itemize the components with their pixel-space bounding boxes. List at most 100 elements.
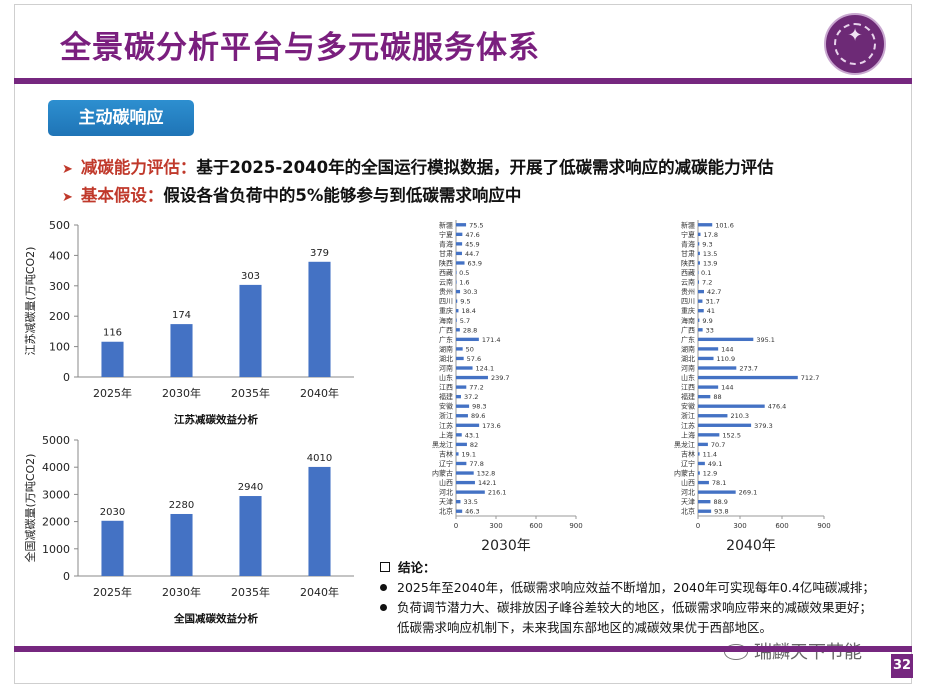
data-label: 17.8 (703, 231, 717, 239)
x-tick-label: 300 (733, 522, 746, 530)
province-label: 四川 (681, 298, 695, 306)
bar (698, 366, 737, 370)
province-label: 安徽 (681, 402, 695, 411)
bar (456, 385, 467, 389)
province-label: 四川 (439, 298, 453, 306)
province-label: 福建 (681, 392, 695, 401)
bar (698, 509, 712, 513)
x-tick-label: 900 (817, 522, 830, 530)
bar (170, 513, 193, 576)
bullet-key: 减碳能力评估： (80, 158, 197, 177)
slide-title: 全景碳分析平台与多元碳服务体系 (60, 30, 540, 66)
province-label: 新疆 (681, 220, 695, 229)
province-label: 宁夏 (439, 230, 453, 239)
data-label: 9.5 (460, 298, 470, 306)
data-label: 9.3 (702, 240, 712, 248)
checkbox-bullet-icon (380, 562, 390, 572)
y-axis-label: 江苏减碳量(万吨CO2) (23, 247, 37, 356)
province-label: 山东 (439, 373, 453, 382)
province-label: 湖北 (439, 354, 453, 363)
chart-title: 2040年 (726, 538, 776, 554)
bar (698, 452, 700, 456)
y-tick-label: 400 (49, 249, 70, 262)
bar (456, 452, 459, 456)
province-label: 甘肃 (439, 249, 453, 258)
x-tick-label: 900 (569, 522, 582, 530)
bar (456, 251, 462, 256)
bar (698, 356, 714, 361)
data-label: 77.8 (469, 460, 483, 468)
bar (456, 500, 461, 504)
y-tick-label: 0 (63, 371, 70, 384)
bar (698, 242, 700, 246)
data-label: 1.6 (459, 279, 469, 287)
bar (456, 337, 479, 342)
bar (698, 280, 700, 284)
data-label: 41 (707, 307, 715, 315)
data-label: 12.9 (703, 470, 717, 478)
seal-emblem-icon: ✦ (847, 25, 863, 46)
province-label: 新疆 (439, 220, 453, 229)
province-label: 上海 (681, 430, 695, 439)
y-tick-label: 200 (49, 310, 70, 323)
data-label: 152.5 (722, 431, 741, 439)
bar (456, 471, 474, 475)
conclusion-item-text: 负荷调节潜力大、碳排放因子峰谷差较大的地区，低碳需求响应带来的减碳效果更好； (397, 600, 873, 615)
bar (456, 309, 459, 313)
province-label: 西藏 (439, 268, 453, 277)
x-tick-label: 600 (775, 522, 788, 530)
bullet-capability-assessment: ➤ 减碳能力评估：基于2025-2040年的全国运行模拟数据，开展了低碳需求响应的… (62, 154, 774, 178)
province-label: 山西 (681, 478, 695, 487)
province-label: 陕西 (439, 258, 453, 267)
data-label: 379 (310, 248, 329, 259)
province-label: 吉林 (439, 449, 453, 458)
bar (101, 520, 124, 576)
bar (456, 261, 465, 265)
y-tick-label: 100 (49, 341, 70, 354)
chart-title: 全国减碳效益分析 (173, 612, 258, 625)
province-label: 重庆 (681, 306, 695, 315)
bar (456, 509, 463, 513)
bar (698, 309, 704, 313)
arrow-bullet-icon: ➤ (62, 162, 73, 177)
conclusion-item: 负荷调节潜力大、碳排放因子峰谷差较大的地区，低碳需求响应带来的减碳效果更好； (380, 598, 872, 618)
x-tick-label: 2030年 (162, 585, 201, 599)
data-label: 88 (713, 393, 721, 401)
province-label: 广东 (439, 335, 453, 344)
data-label: 395.1 (756, 336, 775, 344)
bar (698, 337, 754, 342)
data-label: 5.7 (460, 317, 470, 325)
bar (698, 270, 699, 275)
conclusion-heading: 结论： (398, 560, 436, 575)
province-label: 吉林 (681, 449, 695, 458)
province-label: 广西 (439, 325, 453, 334)
province-label: 河北 (681, 489, 695, 497)
province-label: 上海 (439, 430, 453, 439)
data-label: 31.7 (705, 298, 719, 306)
bar (456, 270, 457, 275)
bar (698, 328, 703, 332)
province-label: 黑龙江 (432, 440, 453, 449)
data-label: 142.1 (478, 479, 497, 487)
x-tick-label: 300 (489, 522, 502, 530)
slide-frame (14, 4, 912, 684)
y-tick-label: 4000 (42, 461, 70, 474)
bar (698, 251, 700, 256)
footer-divider (14, 646, 912, 652)
province-label: 黑龙江 (674, 440, 695, 449)
data-label: 269.1 (739, 489, 758, 497)
bar (698, 394, 711, 399)
data-label: 144 (721, 384, 733, 392)
x-tick-label: 2040年 (300, 585, 339, 599)
data-label: 273.7 (739, 365, 758, 373)
data-label: 19.1 (462, 450, 476, 458)
data-label: 78.1 (712, 479, 726, 487)
bar (101, 341, 124, 377)
province-label: 湖北 (681, 354, 695, 363)
conclusion-heading-row: 结论： (380, 558, 436, 578)
province-label: 甘肃 (681, 249, 695, 258)
chart-title: 2030年 (481, 538, 531, 554)
province-2040-hbar-chart: 新疆 101.6 宁夏 17.8 青海 9.3 甘肃 13.5 陕西 13.9 西藏 0.1 云南 7.2… (674, 220, 831, 554)
bar (456, 480, 475, 485)
bullet-basic-assumption: ➤ 基本假设：假设各省负荷中的5%能够参与到低碳需求响应中 (62, 182, 521, 206)
